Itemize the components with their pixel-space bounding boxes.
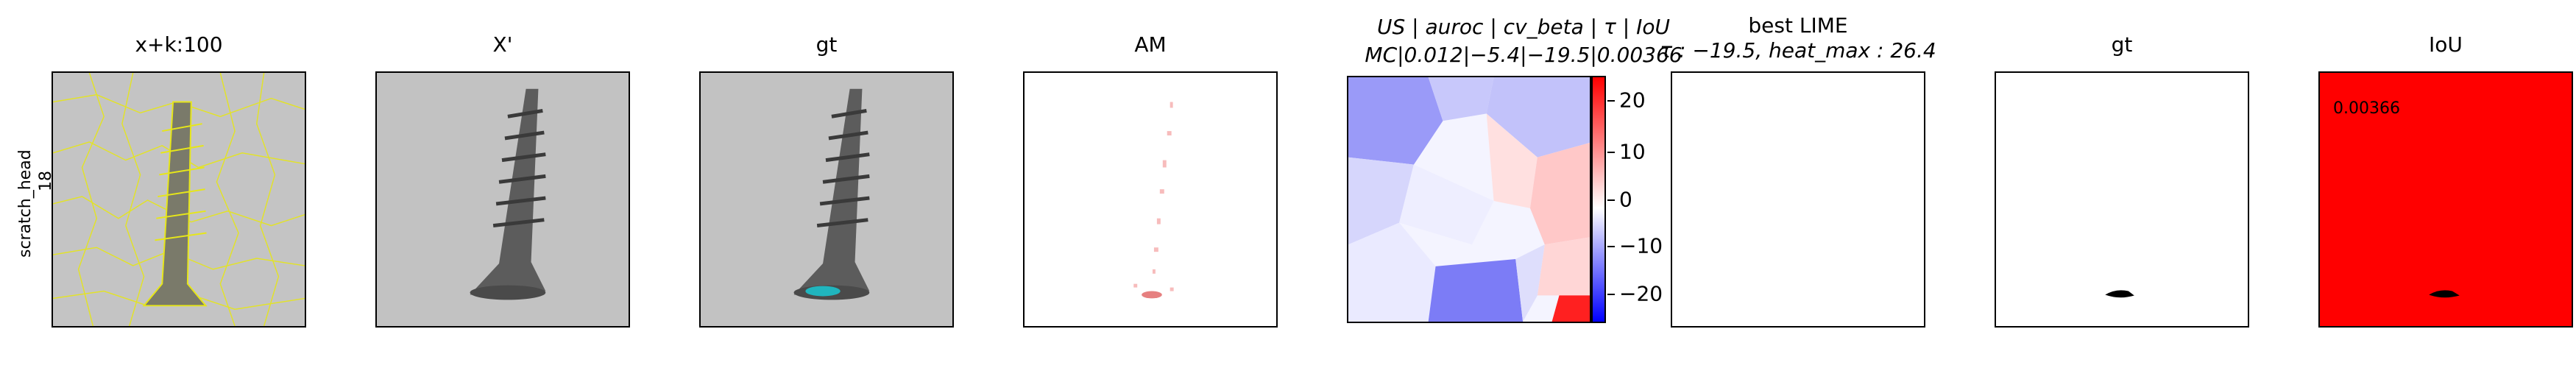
panel-gt-mask — [1995, 71, 2249, 328]
panel-input-image — [375, 71, 630, 328]
screw-gt-image — [701, 73, 952, 326]
panel-title-xprime: X' — [492, 32, 513, 57]
screw-image — [377, 73, 629, 326]
superpixel-overlay-image — [53, 73, 305, 326]
iou-value: 0.00366 — [2333, 99, 2400, 118]
colorbar-tick-label: 20 — [1619, 88, 1646, 113]
panel-anomaly-map — [1023, 71, 1278, 328]
panel-title-gt-overlay: gt — [815, 32, 838, 57]
colorbar-tick — [1607, 199, 1615, 201]
gt-mask-image — [1996, 73, 2248, 326]
colorbar-tick — [1607, 246, 1615, 247]
colorbar-tick — [1607, 294, 1615, 295]
panel-title-best-lime-params: τ : −19.5, heat_max : 26.4 — [1660, 38, 1936, 63]
colorbar-tick — [1607, 100, 1615, 102]
colorbar — [1591, 76, 1606, 323]
panel-title-xk: x+k:100 — [135, 32, 223, 57]
iou-mask-image — [2320, 73, 2572, 326]
anomaly-map-image — [1025, 73, 1276, 326]
panel-title-am: AM — [1134, 32, 1167, 57]
panel-best-lime — [1671, 71, 1925, 328]
colorbar-tick — [1607, 152, 1615, 153]
colorbar-tick-label: −10 — [1619, 233, 1663, 258]
row-label-class: scratch_head — [16, 149, 35, 258]
panel-title-gt-mask: gt — [2111, 32, 2133, 57]
colorbar-tick-label: 10 — [1619, 139, 1646, 164]
lime-heatmap-image — [1348, 77, 1590, 322]
panel-title-iou: IoU — [2429, 32, 2463, 57]
panel-superpixel-overlay — [52, 71, 306, 328]
panel-title-best-lime: best LIME — [1748, 13, 1848, 38]
panel-title-metrics-line2: MC|0.012|−5.4|−19.5|0.00366 — [1365, 43, 1682, 67]
colorbar-tick-label: −20 — [1619, 281, 1663, 306]
colorbar-tick-label: 0 — [1619, 187, 1632, 212]
panel-title-metrics-line1: US | auroc | cv_beta | τ | IoU — [1377, 15, 1670, 39]
panel-gt-overlay — [699, 71, 954, 328]
panel-iou: 0.00366 — [2318, 71, 2573, 328]
panel-lime-heatmap — [1347, 76, 1591, 323]
